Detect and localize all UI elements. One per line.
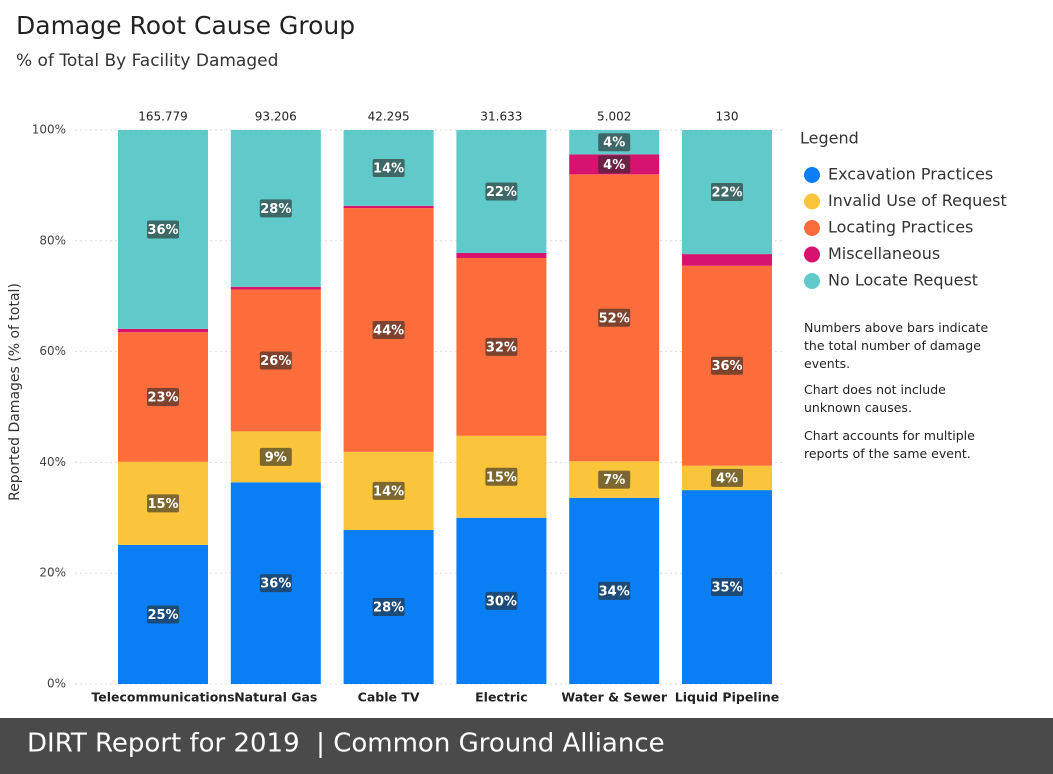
- data-label-bg: [372, 158, 405, 177]
- data-label: 23%: [147, 391, 178, 406]
- data-label-bg: [711, 356, 743, 375]
- data-label-bg: [711, 468, 743, 487]
- data-label-bg: [598, 308, 631, 327]
- legend-title: Legend: [800, 129, 859, 148]
- data-label: 44%: [373, 323, 404, 338]
- legend-swatch: [804, 193, 820, 210]
- data-label: 4%: [716, 471, 738, 486]
- legend-swatch: [804, 220, 820, 236]
- legend-swatch: [804, 246, 820, 263]
- y-tick-label: 60%: [39, 344, 66, 358]
- data-label: 14%: [373, 484, 404, 499]
- data-label-bg: [372, 597, 405, 616]
- data-label: 35%: [711, 581, 742, 596]
- total-label: 42.295: [368, 110, 410, 124]
- data-label-bg: [598, 133, 631, 152]
- data-label: 28%: [373, 600, 404, 615]
- bar-segment: [343, 205, 434, 209]
- bar-segment: [230, 286, 321, 290]
- data-label-bg: [485, 591, 518, 610]
- data-label: 15%: [486, 470, 517, 485]
- footer-text: DIRT Report for 2019 | Common Ground All…: [27, 729, 665, 759]
- data-label: 26%: [260, 354, 291, 369]
- total-label: 31.633: [480, 110, 522, 124]
- data-label: 22%: [486, 185, 517, 200]
- total-label: 130: [716, 110, 739, 124]
- data-label-bg: [259, 199, 292, 218]
- data-label: 15%: [147, 497, 178, 512]
- total-label: 165.779: [138, 110, 188, 124]
- data-label: 30%: [486, 594, 517, 609]
- legend-label: Excavation Practices: [828, 165, 993, 184]
- data-label-bg: [147, 388, 179, 407]
- data-label-bg: [485, 467, 518, 486]
- data-label-bg: [598, 581, 631, 600]
- data-label: 28%: [260, 202, 291, 217]
- bar-segment: [118, 328, 208, 333]
- x-tick-label: Electric: [475, 690, 528, 705]
- y-tick-label: 40%: [39, 455, 66, 469]
- legend-label: Miscellaneous: [828, 244, 940, 263]
- x-tick-label: Liquid Pipeline: [675, 690, 780, 705]
- data-label-bg: [259, 447, 292, 466]
- data-label-bg: [711, 183, 743, 202]
- y-tick-label: 0%: [47, 677, 66, 691]
- data-label: 34%: [599, 584, 630, 599]
- data-label-bg: [485, 182, 518, 201]
- x-tick-label: Natural Gas: [234, 690, 317, 705]
- data-label: 36%: [711, 359, 742, 374]
- data-label-bg: [711, 578, 743, 597]
- x-tick-label: Water & Sewer: [561, 690, 668, 705]
- note: Numbers above bars indicate the total nu…: [804, 320, 989, 371]
- chart-subtitle: % of Total By Facility Damaged: [16, 51, 278, 71]
- data-label: 14%: [373, 161, 404, 176]
- bar-segment: [682, 254, 772, 266]
- total-label: 93.206: [255, 110, 297, 124]
- data-label-bg: [147, 494, 179, 513]
- data-label: 52%: [599, 311, 630, 326]
- data-label: 7%: [603, 473, 625, 488]
- data-label-bg: [259, 574, 292, 593]
- data-label: 32%: [486, 340, 517, 355]
- y-tick-label: 80%: [39, 233, 66, 247]
- y-tick-label: 20%: [39, 566, 66, 580]
- data-label-bg: [147, 220, 179, 239]
- data-label: 25%: [147, 608, 178, 623]
- note: Chart accounts for multiple reports of t…: [804, 428, 975, 461]
- bar-segment: [456, 252, 547, 258]
- note: Chart does not include unknown causes.: [804, 382, 946, 415]
- data-label-bg: [372, 481, 405, 500]
- legend-label: Invalid Use of Request: [828, 191, 1007, 210]
- data-label-bg: [598, 470, 631, 489]
- data-label: 9%: [265, 450, 287, 465]
- x-tick-label: Telecommunications: [91, 690, 234, 705]
- total-label: 5.002: [597, 110, 631, 124]
- y-axis-label: Reported Damages (% of total): [7, 283, 23, 501]
- data-label: 36%: [147, 223, 178, 238]
- data-label-bg: [485, 337, 518, 356]
- legend-swatch: [804, 167, 820, 183]
- legend-label: Locating Practices: [828, 218, 973, 237]
- legend-label: No Locate Request: [828, 271, 978, 290]
- data-label-bg: [259, 351, 292, 370]
- data-label-bg: [598, 155, 631, 174]
- data-label: 22%: [711, 186, 742, 201]
- data-label-bg: [372, 320, 405, 339]
- data-label: 4%: [603, 158, 625, 173]
- chart-title: Damage Root Cause Group: [16, 11, 355, 40]
- data-label: 4%: [603, 136, 625, 151]
- data-label: 36%: [260, 577, 291, 592]
- footer-band: [0, 718, 1053, 774]
- data-label-bg: [147, 605, 179, 624]
- legend-swatch: [804, 273, 820, 289]
- y-tick-label: 100%: [32, 123, 66, 137]
- x-tick-label: Cable TV: [358, 690, 420, 705]
